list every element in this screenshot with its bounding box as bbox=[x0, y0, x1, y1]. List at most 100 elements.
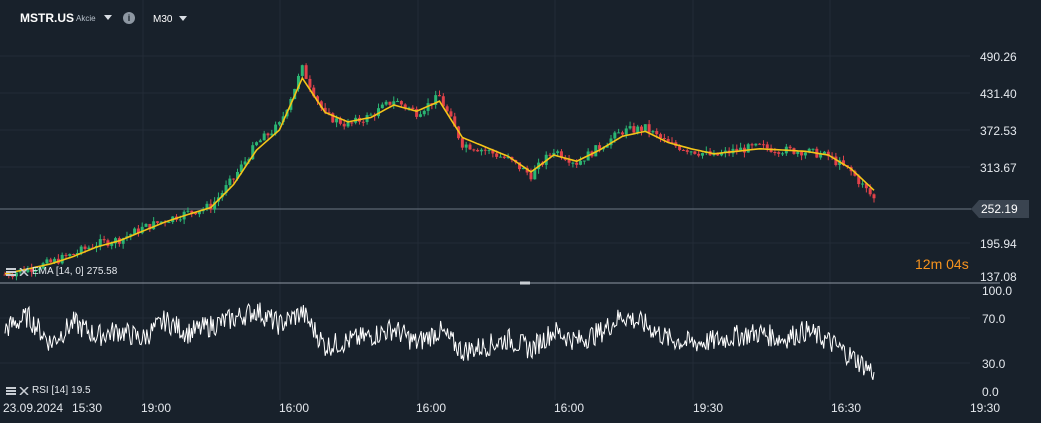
candle-body bbox=[87, 247, 91, 249]
candle-body bbox=[388, 101, 392, 105]
candle-body bbox=[655, 131, 659, 135]
candle-body bbox=[346, 122, 350, 127]
candle-body bbox=[521, 167, 525, 170]
candle-body bbox=[308, 78, 312, 88]
candle-body bbox=[693, 151, 697, 154]
candle-body bbox=[418, 114, 422, 117]
candle-body bbox=[155, 221, 159, 223]
symbol-dropdown-icon[interactable] bbox=[104, 15, 112, 20]
settings-icon[interactable] bbox=[6, 386, 16, 395]
symbol-name[interactable]: MSTR.US bbox=[20, 11, 74, 25]
candle-body bbox=[186, 210, 190, 212]
candle-body bbox=[872, 194, 876, 199]
rsi-axis-label: 0.0 bbox=[982, 385, 999, 399]
rsi-legend[interactable]: RSI [14] 19.5 bbox=[6, 385, 91, 396]
candle-body bbox=[323, 107, 327, 113]
countdown-minutes-unit: m bbox=[930, 256, 943, 272]
candle-body bbox=[754, 143, 758, 146]
candle-body bbox=[720, 152, 724, 156]
candle-body bbox=[304, 65, 308, 79]
candle-body bbox=[224, 185, 228, 194]
candle-body bbox=[506, 156, 510, 158]
candle-body bbox=[834, 156, 838, 166]
candle-body bbox=[613, 132, 617, 139]
candle-body bbox=[498, 156, 502, 158]
candle-body bbox=[411, 107, 415, 109]
candle-body bbox=[167, 222, 171, 224]
candle-body bbox=[445, 106, 449, 112]
candle-body bbox=[773, 152, 777, 154]
ema-legend[interactable]: EMA [14, 0] 275.58 bbox=[6, 266, 117, 277]
candle-body bbox=[350, 122, 354, 124]
candle-body bbox=[533, 169, 537, 180]
close-icon[interactable] bbox=[19, 386, 29, 395]
candle-body bbox=[559, 151, 563, 158]
price-axis-label: 195.94 bbox=[980, 237, 1017, 251]
candle-body bbox=[407, 107, 411, 109]
candle-body bbox=[258, 140, 262, 143]
candle-body bbox=[190, 210, 194, 213]
candle-body bbox=[800, 151, 804, 156]
candle-body bbox=[777, 152, 781, 154]
candle-body bbox=[144, 223, 148, 227]
candle-body bbox=[453, 116, 457, 127]
candle-body bbox=[384, 101, 388, 105]
candle-body bbox=[483, 149, 487, 151]
candle-body bbox=[464, 144, 468, 148]
candle-body bbox=[296, 75, 300, 89]
candle-body bbox=[133, 228, 137, 235]
candle-body bbox=[796, 151, 800, 154]
time-axis-label: 16:00 bbox=[279, 401, 310, 415]
candle-body bbox=[415, 108, 419, 117]
candle-body bbox=[403, 104, 407, 108]
candle-body bbox=[26, 268, 30, 273]
candle-body bbox=[491, 150, 495, 154]
candle-body bbox=[312, 87, 316, 97]
price-candles bbox=[3, 63, 876, 281]
candle-body bbox=[632, 126, 636, 133]
candle-body bbox=[392, 101, 396, 105]
candle-body bbox=[277, 122, 281, 125]
rsi-value: 19.5 bbox=[71, 385, 91, 396]
price-axis-label: 137.08 bbox=[980, 270, 1017, 284]
candle-body bbox=[739, 147, 743, 151]
close-icon[interactable] bbox=[19, 267, 29, 276]
candle-body bbox=[495, 153, 499, 157]
settings-icon[interactable] bbox=[6, 267, 16, 276]
candle-body bbox=[197, 211, 201, 215]
ema-label: EMA [14, 0] bbox=[32, 266, 84, 277]
price-axis-label: 490.26 bbox=[980, 50, 1017, 64]
candle-body bbox=[864, 183, 868, 189]
candle-body bbox=[140, 226, 144, 234]
candle-body bbox=[761, 144, 765, 146]
candle-body bbox=[758, 143, 762, 145]
candle-body bbox=[30, 268, 34, 272]
info-icon[interactable]: i bbox=[123, 12, 135, 24]
candle-body bbox=[861, 183, 865, 185]
time-axis-label: 16:30 bbox=[831, 401, 862, 415]
pane-resize-handle[interactable] bbox=[520, 281, 530, 285]
candle-body bbox=[281, 116, 285, 123]
timeframe-dropdown-icon[interactable] bbox=[179, 16, 187, 21]
candle-body bbox=[274, 124, 278, 134]
candle-body bbox=[605, 145, 609, 148]
candle-body bbox=[441, 96, 445, 107]
candle-body bbox=[636, 126, 640, 133]
candle-body bbox=[857, 175, 861, 185]
candle-body bbox=[14, 272, 18, 277]
candle-body bbox=[232, 178, 236, 180]
candle-body bbox=[697, 153, 701, 156]
candle-body bbox=[803, 152, 807, 156]
countdown-seconds: 04 bbox=[946, 256, 962, 272]
candle-body bbox=[369, 114, 373, 116]
candle-body bbox=[826, 151, 830, 157]
candle-body bbox=[476, 150, 480, 152]
candle-body bbox=[205, 203, 209, 209]
candle-body bbox=[3, 274, 7, 276]
candle-body bbox=[136, 228, 140, 234]
candle-body bbox=[270, 133, 274, 136]
timeframe-selector[interactable]: M30 bbox=[153, 14, 173, 25]
candle-body bbox=[37, 268, 41, 271]
candle-body bbox=[319, 101, 323, 108]
